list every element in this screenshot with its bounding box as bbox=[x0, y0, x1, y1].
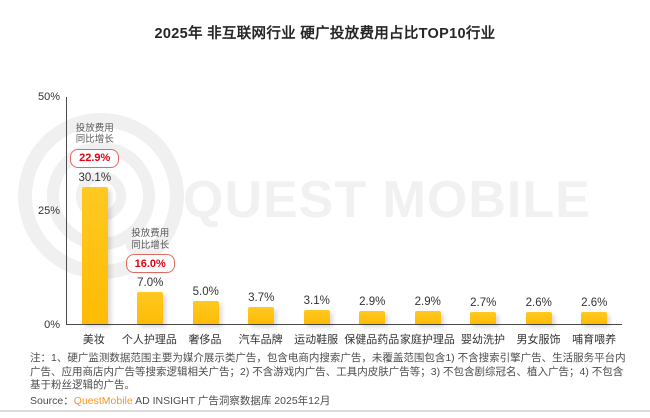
y-axis-tick-0: 0% bbox=[44, 319, 60, 331]
bar bbox=[137, 292, 164, 324]
bar-value-label: 7.0% bbox=[137, 277, 164, 290]
bar bbox=[192, 301, 219, 324]
bar-value-label: 30.1% bbox=[78, 171, 112, 184]
bar bbox=[525, 312, 552, 324]
bar-slot: 5.0% bbox=[178, 97, 234, 324]
page-title: 2025年 非互联网行业 硬广投放费用占比TOP10行业 bbox=[154, 26, 496, 42]
source-brand: QuestMobile bbox=[73, 395, 133, 407]
bar-value-label: 3.1% bbox=[303, 294, 330, 307]
bar-value-label: 2.9% bbox=[414, 295, 441, 308]
growth-annotation: 投放费用 同比增长 16.0% bbox=[125, 228, 175, 274]
x-axis-label: 家庭护理品 bbox=[399, 334, 455, 346]
bar bbox=[81, 186, 108, 324]
bar-slot: 2.6% bbox=[567, 97, 623, 324]
bar-value-label: 3.7% bbox=[248, 292, 275, 305]
bar-value-label: 2.6% bbox=[581, 297, 608, 310]
source-suffix: AD INSIGHT 广告洞察数据库 2025年12月 bbox=[132, 395, 331, 407]
x-axis-label: 个人护理品 bbox=[121, 334, 177, 346]
bar-slot: 2.7% bbox=[456, 97, 512, 324]
bar bbox=[470, 311, 497, 324]
bar-slot: 3.7% bbox=[234, 97, 290, 324]
x-axis-label: 男女服饰 bbox=[516, 334, 561, 346]
growth-value-badge: 22.9% bbox=[70, 148, 120, 168]
growth-value-badge: 16.0% bbox=[125, 254, 175, 274]
growth-annotation: 投放费用 同比增长 22.9% bbox=[70, 122, 120, 168]
bar-slot: 3.1% bbox=[289, 97, 345, 324]
bar bbox=[303, 309, 330, 324]
bar bbox=[414, 310, 441, 324]
growth-annotation-label: 投放费用 同比增长 bbox=[131, 228, 170, 251]
x-axis-label: 奢侈品 bbox=[188, 334, 222, 346]
bar-slot: 投放费用 同比增长 22.9% 30.1% bbox=[67, 97, 123, 324]
bar-slot: 2.6% bbox=[511, 97, 567, 324]
bar bbox=[359, 310, 386, 324]
x-axis-label: 哺育喂养 bbox=[572, 334, 617, 346]
bar-slot: 投放费用 同比增长 16.0% 7.0% bbox=[123, 97, 179, 324]
plot-area: 投放费用 同比增长 22.9% 30.1% 投放费用 同比增长 16.0% 7.0% 5.0… bbox=[66, 97, 622, 325]
bar-value-label: 2.6% bbox=[525, 297, 552, 310]
bar-value-label: 2.9% bbox=[359, 295, 386, 308]
note-text: 注：1、硬广监测数据范围主要为媒介展示类广告，包含电商内搜索广告，未覆盖范围包含… bbox=[30, 352, 626, 391]
x-axis-label: 婴幼洗护 bbox=[460, 334, 505, 346]
x-axis-labels: 美妆 个人护理品 奢侈品 汽车品牌 运动鞋服 保健品药品 家庭护理品 婴幼洗护 男女服饰 哺育喂养 bbox=[66, 331, 622, 347]
bar bbox=[581, 312, 608, 324]
bar-slot: 2.9% bbox=[345, 97, 401, 324]
growth-annotation-label: 投放费用 同比增长 bbox=[75, 122, 114, 146]
questmobile-text-watermark: QUEST MOBILE bbox=[183, 171, 591, 229]
bar-value-label: 5.0% bbox=[192, 286, 219, 299]
source-line: Source：QuestMobile AD INSIGHT 广告洞察数据库 20… bbox=[30, 393, 330, 408]
x-axis-label: 汽车品牌 bbox=[238, 334, 283, 346]
bar-slot: 2.9% bbox=[400, 97, 456, 324]
y-axis-tick-50: 50% bbox=[37, 91, 60, 103]
x-axis-label: 运动鞋服 bbox=[294, 334, 339, 346]
x-axis-label: 美妆 bbox=[82, 334, 105, 346]
source-prefix: Source： bbox=[30, 395, 74, 407]
y-axis-tick-25: 25% bbox=[37, 205, 60, 217]
bar-value-label: 2.7% bbox=[470, 296, 497, 309]
bar bbox=[248, 307, 275, 324]
x-axis-label: 保健品药品 bbox=[344, 334, 400, 346]
bottom-divider bbox=[0, 410, 650, 412]
